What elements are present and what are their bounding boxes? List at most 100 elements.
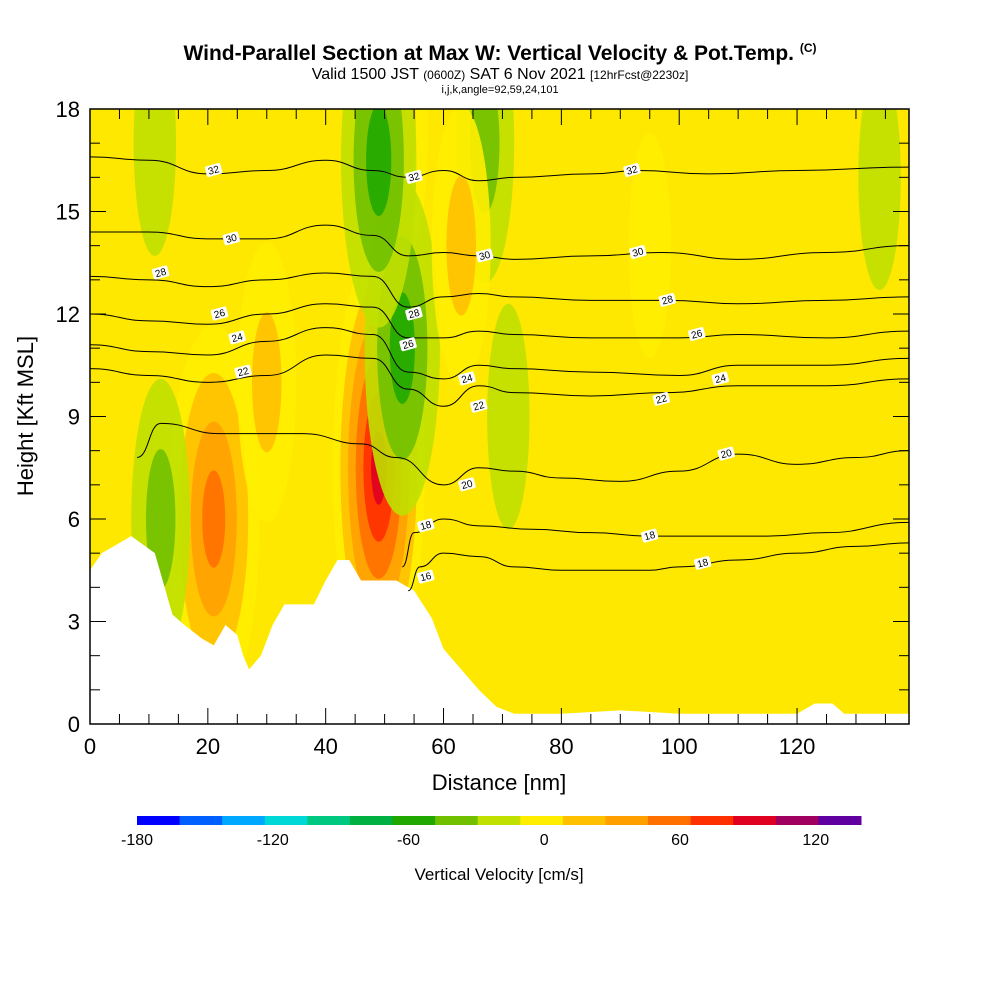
contour-label-box bbox=[629, 245, 647, 259]
contour-labels: 32 32 32 30 30 30 28 28 28 26 26 26 24 24 24 22 22 22 20 20… bbox=[151, 163, 735, 584]
contour-label-4: 30 bbox=[475, 248, 494, 264]
contour-label-box bbox=[640, 528, 659, 543]
contour-label-12: 24 bbox=[228, 330, 246, 346]
velocity-cell-8 bbox=[487, 303, 530, 530]
valid-time-line: Valid 1500 JST (0600Z) SAT 6 Nov 2021 [1… bbox=[0, 66, 1000, 84]
y-tick-label-12: 12 bbox=[56, 302, 80, 327]
colorbar-swatch-14 bbox=[733, 816, 777, 825]
x-axis-title: Distance [nm] bbox=[432, 770, 567, 795]
colorbar-swatch-4 bbox=[307, 816, 351, 825]
colorbar-swatch-13 bbox=[690, 816, 734, 825]
colorbar-swatch-8 bbox=[477, 816, 521, 825]
contour-label-22: 18 bbox=[693, 556, 712, 571]
contour-label-11: 26 bbox=[688, 327, 706, 342]
contour-label-text: 28 bbox=[661, 294, 675, 308]
contour-label-box bbox=[652, 392, 671, 406]
velocity-band bbox=[133, 109, 177, 256]
contour-label-7: 28 bbox=[405, 306, 423, 322]
colorbar-swatch-9 bbox=[520, 816, 564, 825]
contour-label-21: 18 bbox=[640, 528, 659, 544]
contour-label-box bbox=[658, 292, 676, 307]
y-tick-label-9: 9 bbox=[68, 405, 80, 430]
contour-label-0: 32 bbox=[204, 163, 223, 178]
contour-label-text: 30 bbox=[225, 232, 239, 246]
forecast-info: [12hrFcst@2230z] bbox=[590, 68, 689, 82]
colorbar-swatch-11 bbox=[605, 816, 649, 825]
theta-contour-18 bbox=[401, 518, 909, 568]
colorbar-swatch-12 bbox=[648, 816, 692, 825]
contour-label-9: 26 bbox=[210, 306, 229, 321]
colorbar-swatch-10 bbox=[562, 816, 606, 825]
terrain bbox=[90, 536, 909, 724]
contour-label-box bbox=[234, 364, 252, 379]
velocity-cell-0 bbox=[167, 324, 260, 714]
contour-label-box bbox=[399, 337, 417, 352]
contour-label-5: 30 bbox=[629, 245, 647, 260]
velocity-band bbox=[446, 175, 476, 316]
colorbar-swatch-15 bbox=[775, 816, 819, 825]
colorbar-title: Vertical Velocity [cm/s] bbox=[414, 865, 583, 884]
contour-label-box bbox=[717, 446, 735, 461]
contour-label-text: 32 bbox=[625, 164, 639, 178]
valid-prefix: Valid 1500 JST bbox=[311, 66, 419, 83]
contour-label-23: 16 bbox=[417, 569, 435, 584]
contour-label-6: 28 bbox=[151, 265, 170, 281]
vertical-velocity-layer bbox=[131, 109, 901, 714]
colorbar-swatch-6 bbox=[392, 816, 436, 825]
contour-label-box bbox=[711, 371, 730, 386]
contour-label-text: 20 bbox=[720, 448, 734, 462]
colorbar-swatch-2 bbox=[222, 816, 266, 825]
velocity-cell-11 bbox=[237, 242, 297, 523]
theta-contour-16 bbox=[407, 542, 909, 592]
contour-label-text: 28 bbox=[154, 267, 168, 281]
terrain-layer bbox=[90, 536, 909, 724]
y-tick-label-0: 0 bbox=[68, 712, 80, 737]
contour-label-box bbox=[475, 248, 494, 263]
velocity-cell-5 bbox=[133, 109, 177, 256]
y-tick-label-18: 18 bbox=[56, 97, 80, 122]
contour-label-box bbox=[405, 306, 423, 321]
contour-label-box bbox=[405, 169, 423, 184]
contour-label-text: 26 bbox=[690, 328, 704, 342]
colorbar-tick-label-2: -60 bbox=[397, 832, 420, 849]
chart-title: Wind-Parallel Section at Max W: Vertical… bbox=[0, 36, 1000, 66]
contour-label-text: 18 bbox=[419, 519, 433, 533]
colorbar-tick-label-4: 60 bbox=[671, 832, 689, 849]
colorbar-swatch-0 bbox=[137, 816, 181, 825]
valid-utc: (0600Z) bbox=[423, 68, 466, 82]
colorbar-swatch-3 bbox=[264, 816, 308, 825]
contour-label-text: 32 bbox=[407, 171, 421, 185]
colorbar-swatch-7 bbox=[435, 816, 479, 825]
contour-label-box bbox=[151, 265, 170, 280]
y-tick-label-15: 15 bbox=[56, 200, 80, 225]
x-tick-label-20: 20 bbox=[196, 734, 220, 759]
theta-contour-32 bbox=[90, 156, 909, 182]
contour-label-box bbox=[458, 371, 476, 386]
contour-label-8: 28 bbox=[658, 292, 676, 308]
contour-label-text: 24 bbox=[460, 373, 474, 387]
contour-label-text: 28 bbox=[407, 308, 421, 322]
contour-label-box bbox=[228, 330, 246, 345]
axes: 0 20 40 60 80 100 120 0 3 6 9 12 15 18 bbox=[56, 97, 909, 759]
x-tick-label-60: 60 bbox=[431, 734, 455, 759]
colorbar-tick-label-1: -120 bbox=[257, 832, 289, 849]
contour-label-text: 20 bbox=[460, 478, 474, 492]
contour-label-20: 18 bbox=[417, 518, 435, 533]
contour-label-text: 18 bbox=[643, 530, 657, 544]
contour-label-box bbox=[623, 163, 641, 177]
contour-label-text: 30 bbox=[478, 250, 492, 264]
contour-label-text: 24 bbox=[231, 332, 245, 346]
contour-label-text: 22 bbox=[237, 366, 251, 380]
contour-label-10: 26 bbox=[399, 337, 417, 352]
contour-label-text: 24 bbox=[714, 373, 728, 387]
contour-label-box bbox=[470, 398, 488, 413]
theta-contour-26 bbox=[90, 303, 909, 339]
contour-label-text: 26 bbox=[402, 338, 416, 352]
valid-date: SAT 6 Nov 2021 bbox=[469, 66, 586, 83]
velocity-band bbox=[366, 109, 392, 217]
colorbar-tick-label-3: 0 bbox=[540, 832, 549, 849]
contour-label-18: 20 bbox=[458, 477, 476, 492]
contour-label-box bbox=[688, 327, 706, 341]
velocity-band bbox=[252, 312, 282, 453]
contour-label-box bbox=[204, 163, 223, 177]
